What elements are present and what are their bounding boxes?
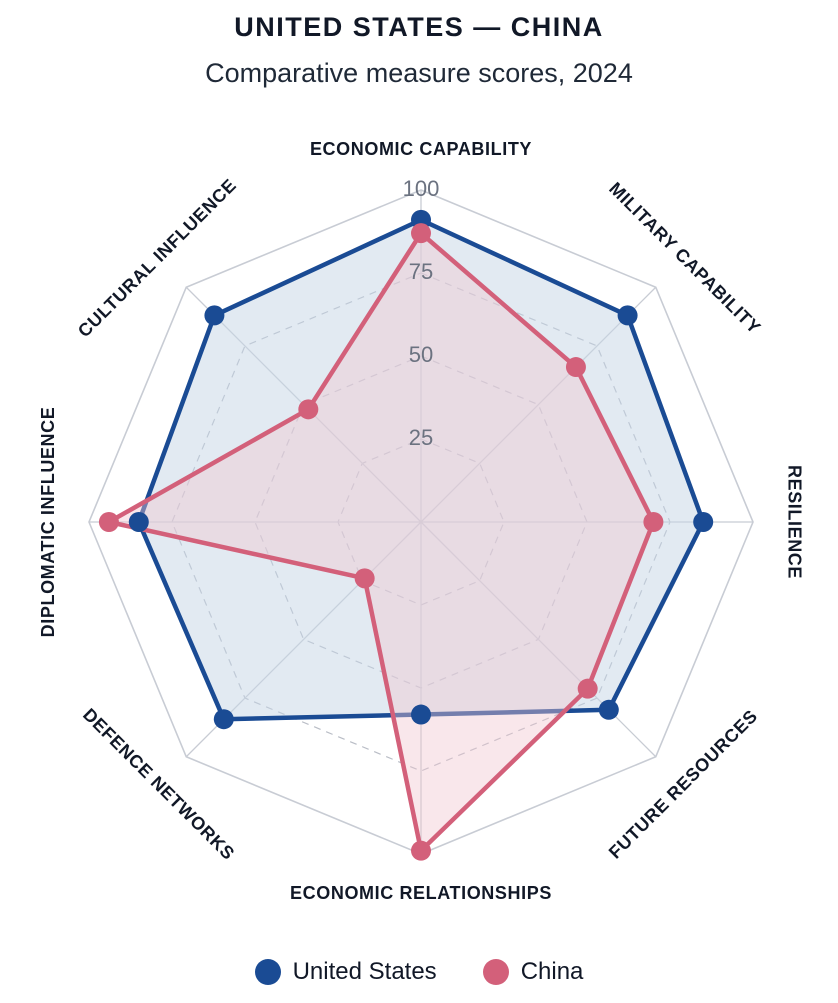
point-united-states-diplomatic-influence: [128, 512, 149, 532]
tick-label-50: 50: [409, 342, 433, 367]
legend-item-china: China: [482, 958, 584, 986]
legend-swatch-united-states: [254, 959, 281, 985]
axis-label-resilience: RESILIENCE: [784, 465, 804, 579]
point-united-states-future-resources: [598, 699, 619, 720]
legend: United States China: [0, 958, 838, 986]
point-china-resilience: [643, 512, 664, 532]
point-united-states-military-capability: [617, 305, 638, 326]
chart-subtitle: Comparative measure scores, 2024: [205, 58, 633, 88]
legend-label-united-states: United States: [292, 958, 437, 985]
point-china-diplomatic-influence: [98, 512, 119, 532]
point-china-defence-networks: [354, 568, 375, 589]
point-china-economic-capability: [411, 223, 431, 244]
legend-swatch-china: [482, 959, 509, 985]
point-china-military-capability: [565, 357, 586, 378]
point-china-future-resources: [577, 678, 598, 699]
point-united-states-cultural-influence: [204, 305, 225, 326]
legend-label-china: China: [520, 958, 584, 985]
point-united-states-economic-relationships: [411, 704, 431, 725]
chart-title: UNITED STATES — CHINA: [234, 12, 604, 42]
legend-item-united-states: United States: [254, 958, 437, 986]
tick-label-75: 75: [409, 259, 433, 284]
point-united-states-defence-networks: [213, 709, 234, 730]
axis-label-economic-relationships: ECONOMIC RELATIONSHIPS: [290, 883, 552, 903]
point-china-cultural-influence: [298, 399, 319, 420]
point-united-states-resilience: [693, 512, 714, 532]
axis-label-diplomatic-influence: DIPLOMATIC INFLUENCE: [38, 407, 58, 638]
axis-label-economic-capability: ECONOMIC CAPABILITY: [310, 139, 532, 159]
tick-label-100: 100: [403, 176, 440, 201]
point-china-economic-relationships: [411, 840, 431, 861]
tick-label-25: 25: [409, 425, 433, 450]
